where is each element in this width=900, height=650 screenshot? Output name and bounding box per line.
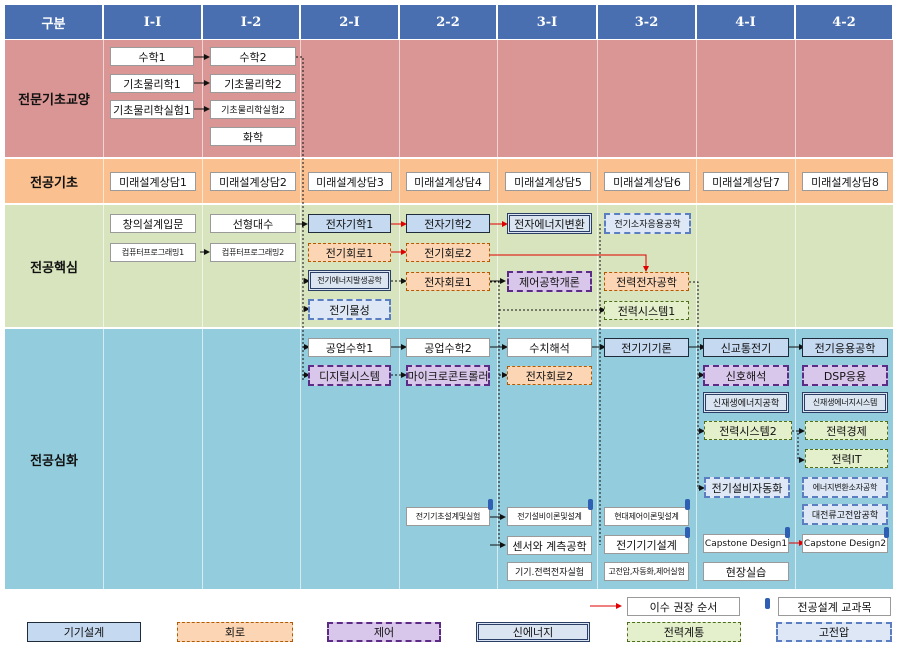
course-capstone2: Capstone Design2 xyxy=(802,534,888,553)
header-4-2: 4-2 xyxy=(796,5,893,39)
course-future-design4: 미래설계상담4 xyxy=(406,172,490,191)
legend-circuits: 회로 xyxy=(177,622,293,642)
design-course-flag-icon xyxy=(884,527,889,538)
design-course-flag-icon xyxy=(685,527,690,538)
course-physics-lab1: 기초물리학실험1 xyxy=(110,100,194,119)
header-4-1: 4-I xyxy=(697,5,795,39)
header-1-2: I-2 xyxy=(203,5,300,39)
course-modern-control: 현대제어이론및설계 xyxy=(604,507,689,526)
legend-design-flag-icon xyxy=(765,598,770,609)
row-label-liberal-arts: 전문기초교양 xyxy=(18,93,90,108)
course-facility-design: 전기설비이론및설계 xyxy=(507,507,592,526)
design-course-flag-icon xyxy=(785,527,790,538)
course-digital-systems: 디지털시스템 xyxy=(308,365,391,386)
header-3-1: 3-I xyxy=(498,5,597,39)
course-electrical-automation: 전기설비자동화 xyxy=(704,477,790,498)
course-machine-design: 전기기기설계 xyxy=(604,535,689,554)
course-control-eng: 제어공학개론 xyxy=(507,271,592,292)
course-future-design7: 미래설계상담7 xyxy=(703,172,789,191)
course-power-electronics: 전력전자공학 xyxy=(604,272,689,291)
course-capstone1: Capstone Design1 xyxy=(703,534,789,553)
course-signal-analysis: 신호해석 xyxy=(703,365,789,386)
course-signal-transport: 신교통전기 xyxy=(703,338,789,357)
course-power-electronics-lab: 기기.전력전자실험 xyxy=(507,562,592,581)
course-circuits2: 전기회로2 xyxy=(406,243,490,262)
course-electric-machines: 전기기기론 xyxy=(604,338,689,357)
course-future-design3: 미래설계상담3 xyxy=(308,172,392,191)
course-numerical-analysis: 수치해석 xyxy=(507,338,592,357)
course-power-economics: 전력경제 xyxy=(805,421,888,440)
course-physics1: 기초물리학1 xyxy=(110,74,194,93)
course-electromagnetics1: 전자기학1 xyxy=(308,214,391,233)
legend-high-voltage: 고전압 xyxy=(776,622,892,642)
course-electrical-materials: 전기물성 xyxy=(308,299,391,320)
course-basic-lab: 전기기초설계및실험 xyxy=(406,507,490,526)
course-renewable-systems: 신재생에너지시스템 xyxy=(802,392,888,413)
course-physics-lab2: 기초물리학실험2 xyxy=(210,100,296,119)
row-label-major-advanced: 전공심화 xyxy=(30,453,78,469)
row-label-major-core: 전공핵심 xyxy=(30,260,78,276)
course-programming1: 컴퓨터프로그래밍1 xyxy=(110,243,196,262)
course-linear-algebra: 선형대수 xyxy=(210,214,296,233)
course-creative-design: 창의설계입문 xyxy=(110,214,196,233)
course-eng-math2: 공업수학2 xyxy=(406,338,490,357)
course-chemistry: 화학 xyxy=(210,127,296,146)
course-renewable-energy: 신재생에너지공학 xyxy=(703,392,789,413)
legend-design-course: 전공설계 교과목 xyxy=(778,597,891,616)
course-future-design5: 미래설계상담5 xyxy=(505,172,591,191)
header-2-1: 2-I xyxy=(301,5,399,39)
course-high-voltage: 대전류고전압공학 xyxy=(802,504,888,525)
row-label-major-basic: 전공기초 xyxy=(30,175,78,191)
course-microcontroller: 마이크로콘트롤러 xyxy=(406,365,490,386)
course-future-design6: 미래설계상담6 xyxy=(604,172,690,191)
course-math2: 수학2 xyxy=(210,47,296,66)
design-course-flag-icon xyxy=(588,499,593,510)
course-electronic-circuits2: 전자회로2 xyxy=(507,366,592,385)
course-future-design2: 미래설계상담2 xyxy=(210,172,296,191)
course-power-devices: 전기소자응용공학 xyxy=(604,213,691,234)
legend-machine-design: 기기설계 xyxy=(27,622,141,642)
course-energy-generation: 전기에너지발생공학 xyxy=(308,270,391,291)
course-power-system1: 전력시스템1 xyxy=(604,301,689,320)
course-power-system2: 전력시스템2 xyxy=(704,421,792,440)
header-3-2: 3-2 xyxy=(598,5,696,39)
course-field-practice: 현장실습 xyxy=(703,562,789,581)
design-course-flag-icon xyxy=(685,499,690,510)
course-future-design1: 미래설계상담1 xyxy=(110,172,196,191)
course-programming2: 컴퓨터프로그래밍2 xyxy=(210,243,296,262)
course-circuits1: 전기회로1 xyxy=(308,243,391,262)
header-category: 구분 xyxy=(5,5,103,39)
legend-power-system: 전력계통 xyxy=(627,622,741,642)
course-electromagnetics2: 전자기학2 xyxy=(406,214,490,233)
course-eng-math1: 공업수학1 xyxy=(308,338,391,357)
legend-new-energy: 신에너지 xyxy=(476,622,590,642)
course-energy-conversion-devices: 에너지변환소자공학 xyxy=(802,477,888,498)
course-power-it: 전력IT xyxy=(805,449,888,468)
design-course-flag-icon xyxy=(488,499,493,510)
course-physics2: 기초물리학2 xyxy=(210,74,296,93)
header-2-2: 2-2 xyxy=(400,5,497,39)
legend-recommended-order: 이수 권장 순서 xyxy=(627,597,740,616)
header-1-1: I-I xyxy=(104,5,202,39)
course-electronic-circuits1: 전자회로1 xyxy=(406,272,490,291)
course-sensors: 센서와 계측공학 xyxy=(507,536,592,555)
course-electric-applications: 전기응용공학 xyxy=(802,338,888,357)
course-math1: 수학1 xyxy=(110,47,194,66)
course-dsp-applications: DSP응용 xyxy=(802,365,888,386)
course-energy-conversion: 전자에너지변환 xyxy=(507,213,592,234)
legend-control: 제어 xyxy=(327,622,441,642)
course-hv-automation-lab: 고전압,자동화,제어실험 xyxy=(604,562,689,581)
course-future-design8: 미래설계상담8 xyxy=(802,172,888,191)
